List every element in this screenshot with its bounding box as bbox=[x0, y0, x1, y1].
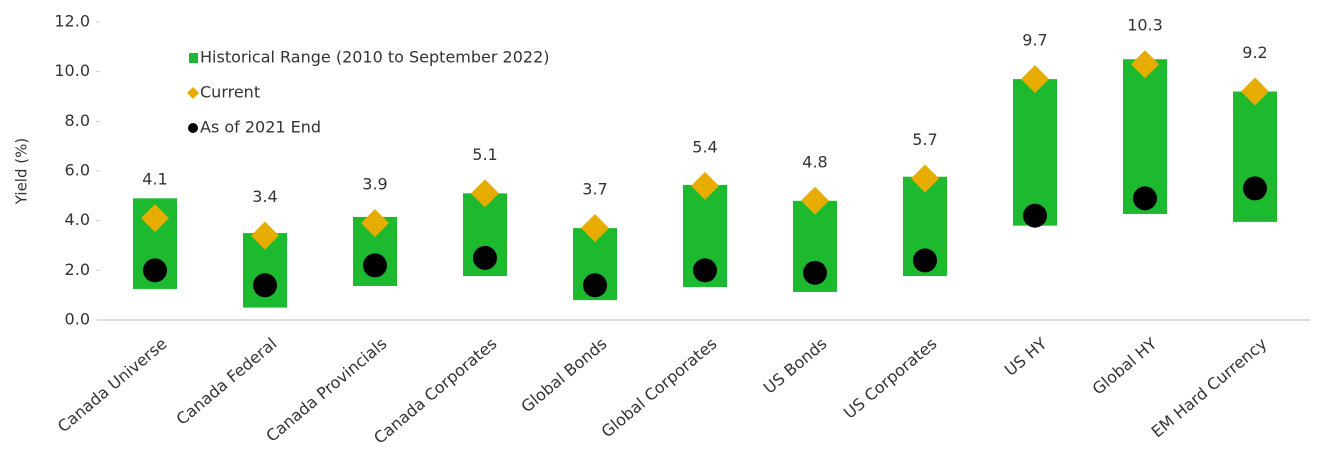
x-tick-label: Global Bonds bbox=[517, 334, 610, 416]
year-end-marker bbox=[803, 260, 827, 285]
x-tick-label: Global HY bbox=[1089, 334, 1161, 399]
range-bar bbox=[1013, 79, 1057, 226]
year-end-marker bbox=[1133, 186, 1157, 211]
current-marker bbox=[911, 164, 939, 193]
year-end-marker bbox=[253, 273, 277, 298]
data-label: 10.3 bbox=[1127, 16, 1163, 35]
legend-swatch bbox=[189, 53, 198, 63]
year-end-marker bbox=[363, 253, 387, 278]
x-tick-label: US Corporates bbox=[840, 334, 941, 423]
data-label: 5.1 bbox=[472, 145, 497, 164]
data-label: 4.8 bbox=[802, 152, 827, 171]
x-tick-label: Canada Universe bbox=[54, 334, 171, 436]
y-tick-label: 12.0 bbox=[54, 12, 90, 31]
current-marker bbox=[1021, 65, 1049, 94]
legend-swatch bbox=[188, 123, 198, 133]
range-bar bbox=[1233, 91, 1277, 222]
data-label: 9.2 bbox=[1242, 43, 1267, 62]
data-label: 3.4 bbox=[252, 187, 277, 206]
x-tick-label: Canada Corporates bbox=[370, 334, 500, 448]
current-marker bbox=[251, 221, 279, 250]
current-marker bbox=[691, 171, 719, 200]
current-marker bbox=[141, 204, 169, 233]
legend-label: Historical Range (2010 to September 2022… bbox=[200, 48, 550, 67]
legend-label: Current bbox=[200, 83, 260, 102]
data-label: 3.9 bbox=[362, 175, 387, 194]
current-marker bbox=[471, 179, 499, 208]
legend-swatch bbox=[187, 87, 199, 99]
current-marker bbox=[1131, 50, 1159, 79]
x-tick-label: Global Corporates bbox=[598, 334, 721, 441]
current-marker bbox=[801, 186, 829, 215]
year-end-marker bbox=[1243, 176, 1267, 201]
x-tick-label: US Bonds bbox=[760, 334, 831, 398]
data-label: 5.7 bbox=[912, 130, 937, 149]
y-tick-label: 2.0 bbox=[65, 260, 90, 279]
x-tick-label: Canada Provincials bbox=[262, 334, 390, 446]
legend-label: As of 2021 End bbox=[200, 118, 321, 137]
y-tick-label: 4.0 bbox=[65, 210, 90, 229]
y-axis-label: Yield (%) bbox=[13, 138, 31, 205]
x-tick-label: US HY bbox=[1001, 334, 1051, 380]
y-tick-label: 10.0 bbox=[54, 61, 90, 80]
current-marker bbox=[581, 214, 609, 243]
year-end-marker bbox=[693, 258, 717, 283]
year-end-marker bbox=[1023, 203, 1047, 228]
year-end-marker bbox=[913, 248, 937, 273]
y-tick-label: 8.0 bbox=[65, 111, 90, 130]
current-marker bbox=[361, 209, 389, 238]
x-tick-label: EM Hard Currency bbox=[1148, 334, 1271, 441]
year-end-marker bbox=[583, 273, 607, 298]
data-label: 4.1 bbox=[142, 170, 167, 189]
year-end-marker bbox=[473, 245, 497, 270]
current-marker bbox=[1241, 77, 1269, 106]
x-tick-label: Canada Federal bbox=[173, 334, 281, 429]
y-tick-label: 6.0 bbox=[65, 161, 90, 180]
y-tick-label: 0.0 bbox=[65, 310, 90, 329]
year-end-marker bbox=[143, 258, 167, 283]
data-label: 3.7 bbox=[582, 180, 607, 199]
data-label: 5.4 bbox=[692, 137, 717, 156]
data-label: 9.7 bbox=[1022, 31, 1047, 50]
